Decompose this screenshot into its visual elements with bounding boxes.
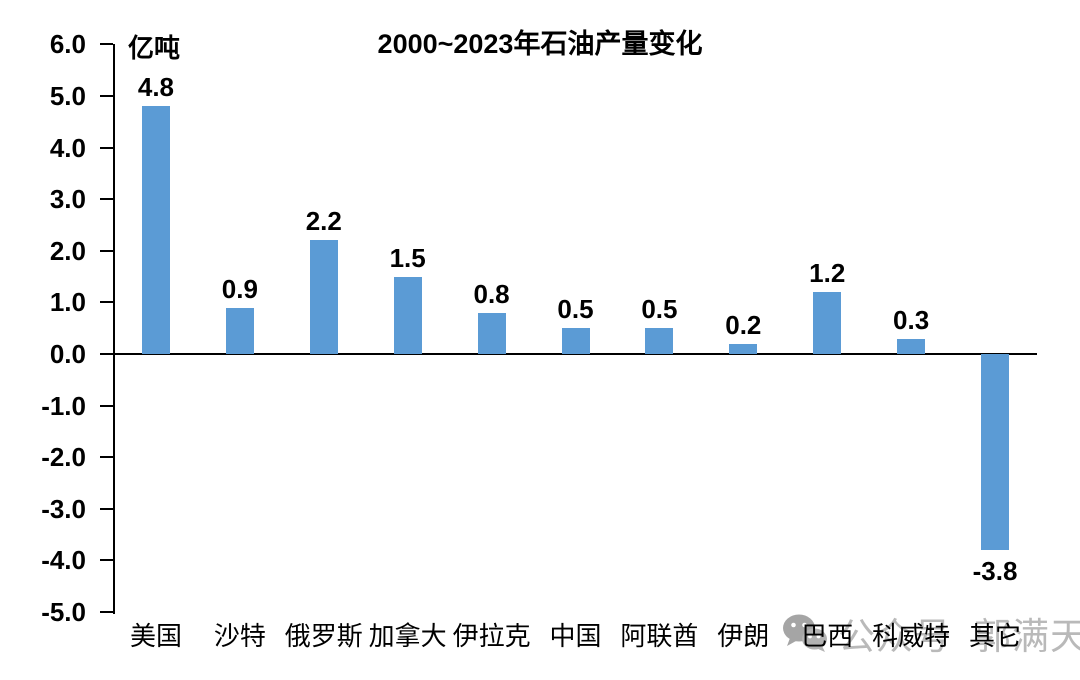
bar-value-label: 0.8 (473, 278, 510, 309)
y-tick-mark (100, 198, 113, 201)
category-label: 中国 (549, 622, 602, 651)
category-label: 伊朗 (717, 622, 770, 651)
y-tick-mark (100, 611, 113, 613)
y-tick-label: 5.0 (49, 81, 86, 111)
y-tick-label: 2.0 (49, 235, 86, 266)
bar (309, 240, 338, 354)
y-tick-mark (100, 404, 113, 407)
watermark-text-name: 郭满天 (974, 616, 1080, 657)
y-tick-mark (100, 559, 113, 562)
bar-value-label: 0.5 (641, 294, 678, 325)
bar (645, 328, 674, 354)
watermark: 公众号 郭满天 (782, 606, 1080, 660)
category-label: 加拿大 (368, 622, 447, 651)
category-label: 美国 (129, 622, 182, 651)
y-tick-label: -4.0 (41, 545, 86, 576)
bar-value-label: 0.9 (221, 273, 258, 304)
y-tick-mark (100, 95, 113, 97)
y-tick-label: 1.0 (49, 287, 86, 318)
y-tick-label: -2.0 (41, 442, 86, 473)
y-tick-label: 6.0 (49, 29, 86, 60)
y-axis-unit-label: 亿吨 (128, 33, 181, 63)
category-label: 俄罗斯 (284, 622, 363, 651)
bar-value-label: 0.3 (893, 304, 930, 335)
y-tick-mark (100, 301, 113, 304)
wechat-icon (783, 614, 827, 652)
y-tick-label: 0.0 (49, 339, 86, 369)
y-tick-label: -3.0 (41, 493, 86, 524)
bar (813, 292, 842, 354)
bar-value-label: 2.2 (305, 206, 342, 237)
bar (393, 276, 422, 354)
bar-value-label: 1.5 (389, 242, 426, 273)
zero-gridline (114, 353, 1037, 355)
y-tick-mark (100, 456, 113, 459)
bar (477, 312, 506, 354)
bar (897, 338, 926, 354)
bar-value-label: 1.2 (809, 258, 846, 289)
bar (141, 106, 170, 354)
y-tick-label: -5.0 (41, 597, 86, 627)
bar-value-label: 0.2 (725, 309, 762, 340)
bar (729, 343, 758, 354)
category-label: 沙特 (213, 622, 266, 651)
bar (225, 307, 254, 354)
y-tick-mark (100, 507, 113, 510)
chart-title: 2000~2023年石油产量变化 (377, 29, 703, 59)
y-tick-label: 3.0 (49, 184, 86, 215)
y-tick-mark (100, 146, 113, 149)
y-axis-line (113, 44, 115, 614)
y-tick-mark (100, 43, 113, 46)
y-tick-label: 4.0 (49, 132, 86, 163)
y-tick-mark (100, 353, 113, 355)
bar (981, 354, 1010, 551)
category-label: 科威特 (872, 622, 951, 651)
bar-value-label: 0.5 (557, 294, 594, 325)
bar (561, 328, 590, 354)
category-label: 巴西 (801, 622, 854, 651)
category-label: 伊拉克 (452, 622, 531, 651)
category-label: 其它 (969, 622, 1022, 651)
y-tick-label: -1.0 (41, 390, 86, 421)
y-tick-mark (100, 249, 113, 252)
watermark-text-prefix: 公众号 (838, 616, 952, 657)
category-label: 阿联酋 (620, 622, 699, 651)
bar-value-label: 4.8 (137, 72, 175, 103)
bar-value-label: -3.8 (972, 556, 1018, 587)
